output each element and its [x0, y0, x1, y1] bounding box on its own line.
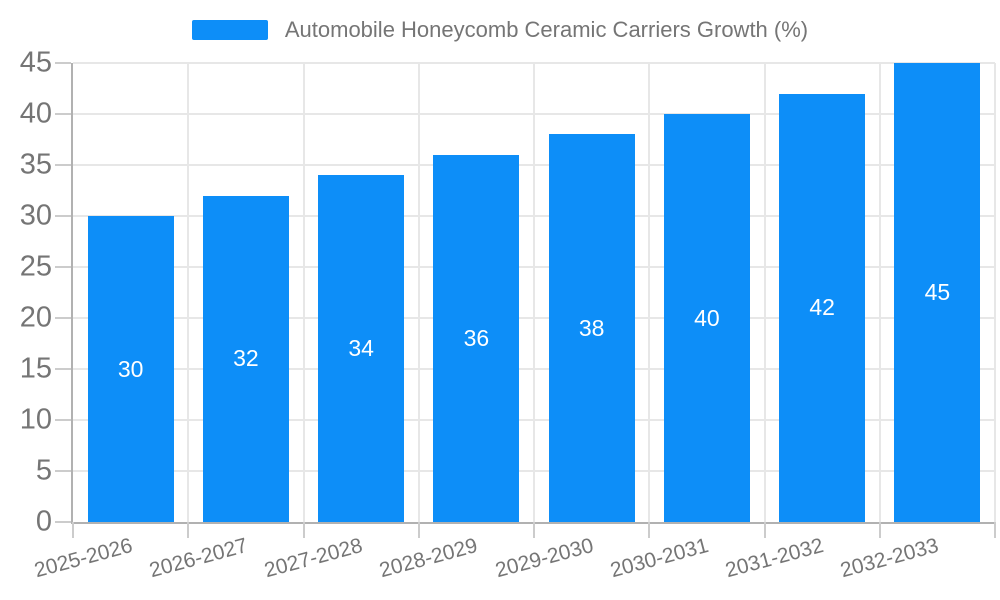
y-axis-tick	[55, 317, 71, 319]
x-axis-tick	[878, 522, 881, 538]
y-axis-label: 0	[35, 505, 52, 538]
y-axis-label: 25	[19, 250, 52, 283]
bar-value-label: 40	[694, 304, 720, 331]
x-gridline	[533, 63, 535, 522]
x-axis-tick	[533, 522, 535, 538]
y-axis-label: 35	[19, 148, 52, 181]
legend-swatch-icon	[191, 20, 268, 40]
y-axis-tick	[55, 215, 71, 217]
legend-item[interactable]: Automobile Honeycomb Ceramic Carriers Gr…	[0, 12, 1000, 48]
legend-label: Automobile Honeycomb Ceramic Carriers Gr…	[284, 17, 809, 42]
y-axis-tick	[55, 164, 71, 166]
bar-value-label: 38	[578, 314, 605, 341]
y-axis-tick	[55, 419, 71, 421]
y-axis-label: 45	[19, 46, 52, 79]
x-axis-tick	[994, 522, 996, 538]
x-axis-tick	[648, 522, 651, 538]
y-axis-label: 30	[19, 199, 52, 232]
x-gridline	[994, 63, 996, 522]
y-axis-tick	[55, 62, 71, 64]
bar-value-label: 34	[348, 335, 374, 362]
x-gridline	[763, 63, 766, 522]
x-gridline	[187, 63, 190, 522]
x-axis-tick	[72, 522, 74, 538]
bar: 38	[548, 134, 635, 522]
y-axis-label: 5	[35, 454, 52, 487]
x-gridline	[878, 63, 881, 522]
y-axis-label: 10	[19, 403, 52, 436]
bar: 34	[318, 175, 405, 522]
bar: 30	[87, 216, 174, 522]
y-axis-label: 20	[19, 301, 52, 334]
bar: 32	[202, 195, 289, 522]
bar-value-label: 45	[924, 279, 951, 305]
y-axis-tick	[55, 266, 71, 268]
bar: 45	[894, 63, 981, 522]
y-axis-label: 40	[19, 97, 52, 130]
x-axis-tick	[187, 522, 190, 538]
x-axis-tick	[763, 522, 766, 538]
bar-value-label: 36	[463, 324, 490, 351]
bar-value-label: 42	[809, 294, 835, 321]
x-gridline	[417, 63, 420, 522]
x-axis-tick	[417, 522, 420, 538]
y-axis-tick	[55, 470, 71, 472]
y-axis-tick	[55, 368, 71, 370]
bar-value-label: 32	[233, 345, 259, 372]
bar-value-label: 30	[117, 355, 144, 382]
x-gridline	[302, 63, 305, 522]
y-axis-tick	[55, 113, 71, 115]
y-axis-label: 15	[19, 352, 52, 385]
bar: 36	[433, 154, 520, 522]
x-gridline	[648, 63, 651, 522]
x-axis-tick	[302, 522, 305, 538]
bar: 42	[779, 93, 866, 522]
y-axis-tick	[55, 521, 71, 523]
plot-area: 30 32 34 36 38 40 42 45	[55, 62, 996, 538]
bar: 40	[663, 114, 750, 522]
